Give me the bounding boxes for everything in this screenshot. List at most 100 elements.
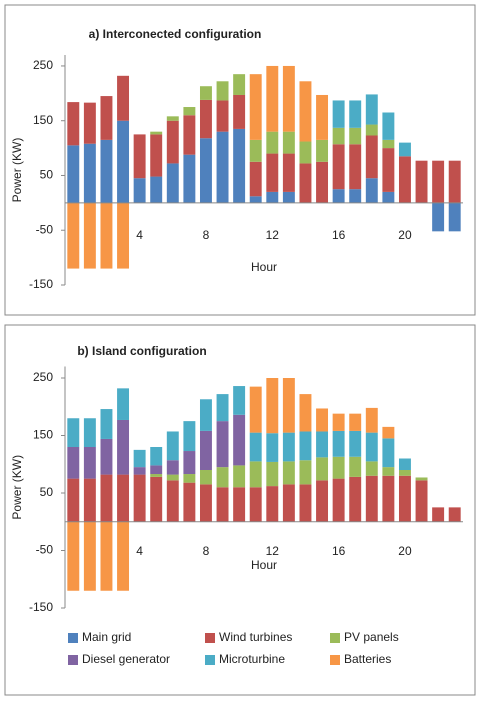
bar-segment [67, 418, 80, 447]
bar-segment [448, 507, 461, 522]
y-tick-label: -150 [29, 277, 53, 291]
x-axis-label: Hour [251, 260, 277, 274]
x-tick-label: 12 [266, 228, 280, 242]
bar-segment [67, 102, 80, 146]
bar-segment [332, 189, 345, 203]
bar-segment [83, 202, 96, 269]
bar-segment [100, 474, 113, 522]
bar-segment [199, 470, 212, 485]
bar-segment [282, 484, 295, 522]
bar-segment [266, 65, 279, 132]
bar-segment [83, 478, 96, 522]
bar-segment [117, 75, 130, 121]
bar-segment [316, 431, 329, 458]
bar-segment [365, 135, 378, 179]
bar-segment [183, 154, 196, 203]
bar-segment [299, 431, 312, 461]
bar-segment [249, 161, 262, 197]
bar-segment [100, 202, 113, 269]
bar-segment [432, 202, 445, 232]
bar-segment [349, 127, 362, 145]
bar-segment [382, 148, 395, 192]
bar-segment [382, 467, 395, 476]
x-tick-label: 20 [398, 544, 412, 558]
y-tick-label: 150 [33, 113, 53, 127]
bar-segment [166, 431, 179, 461]
bar-segment [316, 408, 329, 432]
bar-segment [199, 99, 212, 139]
legend-swatch [330, 655, 340, 665]
bar-segment [299, 484, 312, 522]
x-tick-label: 12 [266, 544, 280, 558]
bar-segment [166, 474, 179, 481]
bar-segment [415, 477, 428, 481]
bar-segment [183, 421, 196, 452]
bar-segment [382, 475, 395, 522]
bar-segment [282, 432, 295, 462]
bar-segment [332, 144, 345, 190]
bar-segment [398, 470, 411, 476]
x-tick-label: 16 [332, 544, 346, 558]
bar-segment [266, 153, 279, 192]
bar-segment [349, 100, 362, 128]
bar-segment [133, 134, 146, 179]
bar-segment [249, 386, 262, 433]
x-tick-label: 8 [203, 544, 210, 558]
bar-segment [332, 413, 345, 431]
bar-segment [249, 461, 262, 488]
bar-segment [365, 407, 378, 433]
bar-segment [282, 65, 295, 132]
legend-swatch [205, 655, 215, 665]
bar-segment [83, 143, 96, 203]
bar-segment [349, 456, 362, 477]
bar-segment [432, 160, 445, 203]
bar-segment [67, 202, 80, 269]
bar-segment [365, 94, 378, 125]
bar-segment [216, 467, 229, 488]
y-axis-label: Power (KW) [10, 138, 24, 203]
y-axis-label: Power (KW) [10, 455, 24, 520]
bar-segment [183, 451, 196, 475]
bar-segment [150, 447, 163, 466]
bar-segment [365, 124, 378, 136]
y-tick-label: -50 [36, 543, 54, 557]
bar-segment [349, 413, 362, 431]
bar-segment [233, 414, 246, 466]
bar-segment [183, 107, 196, 116]
bar-segment [249, 432, 262, 462]
bar-segment [233, 465, 246, 488]
bar-segment [150, 476, 163, 522]
bar-segment [282, 131, 295, 154]
bar-segment [249, 196, 262, 203]
bar-segment [332, 478, 345, 522]
legend-label: Batteries [344, 652, 391, 666]
x-tick-label: 8 [203, 228, 210, 242]
bar-segment [166, 116, 179, 121]
bar-segment [233, 487, 246, 522]
bar-segment [282, 153, 295, 192]
bar-segment [216, 81, 229, 101]
bar-segment [316, 139, 329, 162]
legend-label: Microturbine [219, 652, 285, 666]
bar-segment [316, 161, 329, 203]
bar-segment [266, 433, 279, 462]
x-tick-label: 20 [398, 228, 412, 242]
chart-title: b) Island configuration [77, 344, 206, 358]
bar-segment [117, 120, 130, 203]
bar-segment [266, 461, 279, 487]
bar-segment [216, 131, 229, 203]
legend-swatch [330, 633, 340, 643]
bar-segment [332, 456, 345, 479]
bar-segment [67, 478, 80, 522]
bar-segment [117, 474, 130, 522]
x-tick-label: 4 [136, 544, 143, 558]
bar-segment [299, 81, 312, 142]
bar-segment [249, 74, 262, 140]
bar-segment [349, 430, 362, 457]
legend-label: Wind turbines [219, 630, 292, 644]
y-tick-label: 50 [40, 168, 54, 182]
chart-title: a) Interconected configuration [89, 27, 262, 41]
bar-segment [216, 394, 229, 422]
y-tick-label: 250 [33, 370, 53, 384]
